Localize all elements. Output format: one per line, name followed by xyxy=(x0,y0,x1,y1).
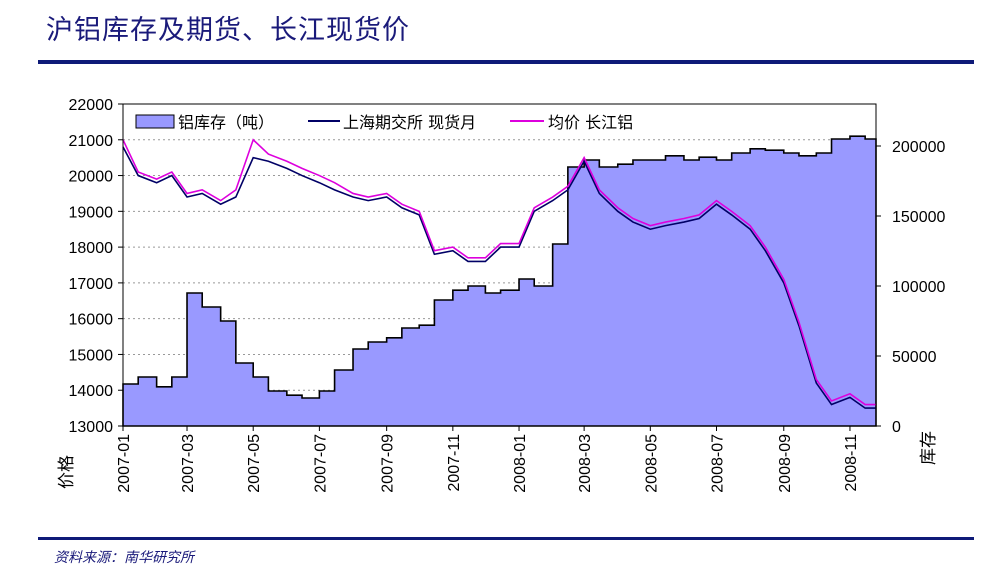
legend: 铝库存（吨） 上海期交所 现货月 均价 长江铝 xyxy=(135,113,633,132)
inventory-area xyxy=(122,135,877,427)
legend-swatch-inventory xyxy=(135,114,175,129)
x-tick-label: 2007-01 xyxy=(116,434,133,493)
x-tick-label: 2007-07 xyxy=(312,434,329,493)
x-tick-label: 2007-03 xyxy=(180,434,197,493)
title-rule xyxy=(38,60,974,64)
y-left-ticks: 13000 14000 15000 16000 17000 18000 19000 20000… xyxy=(69,97,123,436)
page-title: 沪铝库存及期货、长江现货价 xyxy=(46,15,410,46)
x-tick-label: 2008-01 xyxy=(512,434,529,493)
x-tick-label: 2008-09 xyxy=(777,434,794,493)
x-tick-label: 2007-09 xyxy=(380,434,397,493)
plot-frame xyxy=(122,103,877,427)
x-tick-label: 2007-11 xyxy=(446,434,463,492)
legend-label-changjiang: 均价 长江铝 xyxy=(548,113,633,132)
y-right-tick-label: 100000 xyxy=(892,279,945,296)
x-ticks: 2007-01 2007-03 2007-05 2007-07 2007-09 2007-… xyxy=(116,426,860,493)
y-left-label: 价格 xyxy=(57,455,77,489)
y-left-tick-label: 15000 xyxy=(69,347,114,364)
x-tick-label: 2008-03 xyxy=(577,434,594,493)
legend-label-shfe: 上海期交所 现货月 xyxy=(343,113,476,132)
series-line-changjiang xyxy=(122,138,876,406)
source-note: 资料来源：南华研究所 xyxy=(54,550,194,566)
series-line-shfe xyxy=(122,146,876,409)
y-left-tick-label: 16000 xyxy=(69,312,114,329)
y-right-tick-label: 50000 xyxy=(892,349,937,366)
x-tick-label: 2008-11 xyxy=(843,434,860,492)
y-left-tick-label: 22000 xyxy=(69,97,114,114)
y-left-tick-label: 14000 xyxy=(69,383,114,400)
y-right-tick-label: 0 xyxy=(892,419,901,436)
x-tick-label: 2008-05 xyxy=(643,434,660,493)
y-left-tick-label: 20000 xyxy=(69,169,114,186)
y-right-ticks: 0 50000 100000 150000 200000 xyxy=(876,139,945,436)
x-tick-label: 2008-07 xyxy=(710,434,727,493)
legend-label-inventory: 铝库存（吨） xyxy=(178,113,274,132)
y-left-tick-label: 19000 xyxy=(69,204,114,221)
y-left-tick-label: 17000 xyxy=(69,276,114,293)
y-right-label: 库存 xyxy=(919,431,939,465)
y-left-tick-label: 13000 xyxy=(69,419,114,436)
x-tick-label: 2007-05 xyxy=(246,434,263,493)
y-right-tick-label: 150000 xyxy=(892,209,945,226)
footer-rule xyxy=(38,537,974,540)
y-right-tick-label: 200000 xyxy=(892,139,945,156)
y-left-tick-label: 18000 xyxy=(69,240,114,257)
y-left-tick-label: 21000 xyxy=(69,133,114,150)
